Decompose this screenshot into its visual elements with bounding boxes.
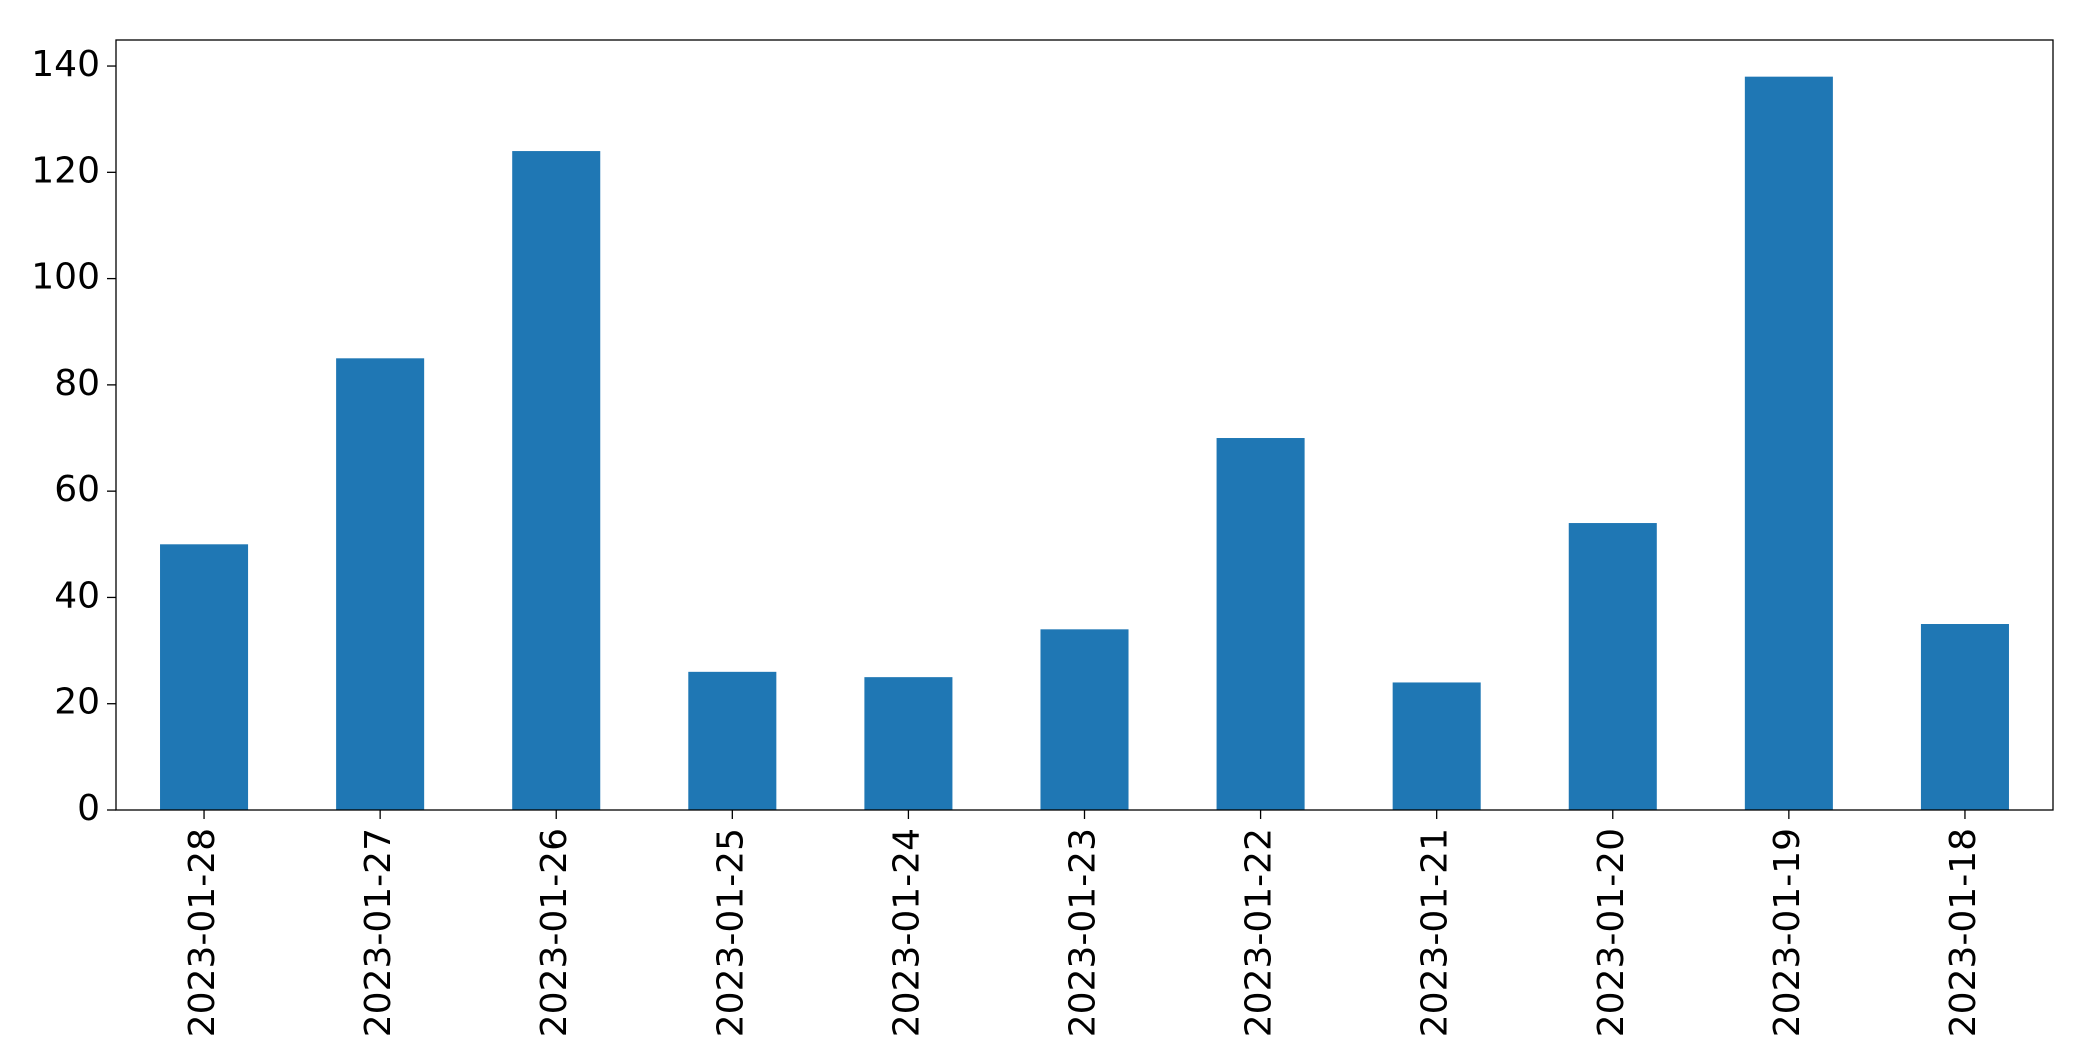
bar <box>512 151 601 810</box>
x-tick-label: 2023-01-19 <box>1767 828 1808 1037</box>
bar <box>336 358 425 810</box>
x-tick-label: 2023-01-23 <box>1063 828 1104 1037</box>
bar <box>1392 682 1481 810</box>
bar <box>1040 629 1129 810</box>
y-tick-label: 140 <box>31 44 100 85</box>
bar <box>160 544 249 810</box>
x-tick-label: 2023-01-26 <box>534 828 575 1037</box>
x-tick-label: 2023-01-18 <box>1943 828 1984 1037</box>
x-tick-label: 2023-01-21 <box>1415 828 1456 1037</box>
x-tick-label: 2023-01-27 <box>358 828 399 1037</box>
y-tick-label: 100 <box>31 257 100 298</box>
y-tick-label: 20 <box>54 682 100 723</box>
y-tick-label: 80 <box>54 363 100 404</box>
y-tick-label: 60 <box>54 469 100 510</box>
bar <box>864 677 953 810</box>
bar <box>1744 76 1833 810</box>
y-tick-label: 120 <box>31 150 100 191</box>
plot-frame <box>115 39 2054 811</box>
bar <box>1568 523 1657 810</box>
bar <box>688 671 777 810</box>
bar <box>1920 624 2009 810</box>
x-tick-label: 2023-01-24 <box>886 828 927 1037</box>
y-tick-label: 0 <box>77 788 100 829</box>
x-tick-label: 2023-01-25 <box>710 828 751 1037</box>
y-tick-label: 40 <box>54 575 100 616</box>
x-tick-label: 2023-01-28 <box>182 828 223 1037</box>
bar <box>1216 438 1305 810</box>
x-tick-label: 2023-01-20 <box>1591 828 1632 1037</box>
x-tick-label: 2023-01-22 <box>1239 828 1280 1037</box>
